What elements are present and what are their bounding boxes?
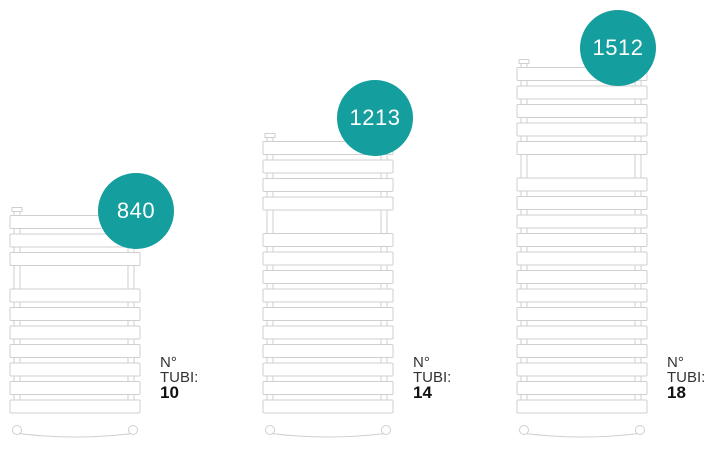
radiator-tube [516,122,648,137]
right-valve-icon [635,425,645,435]
radiator-tube [516,381,648,395]
radiator-tube [9,381,141,395]
tube-count-info: N° TUBI: 14 [413,354,452,402]
tube-label-line2: TUBI: [413,369,452,386]
radiator-tube [262,251,394,266]
floor-line [520,432,644,438]
radiator-drawing [262,133,394,438]
radiator-tube [262,325,394,340]
floor-line [13,432,137,438]
radiator-tube [262,381,394,395]
radiator-tube [516,288,648,303]
radiator-tube [516,270,648,284]
right-valve-icon [128,425,138,435]
radiator-tube [262,344,394,358]
radiator-tube [516,233,648,247]
tube-label-line1: N° [160,354,177,371]
radiator-tube [262,178,394,192]
height-label: 840 [116,198,156,223]
tube-count-info: N° TUBI: 10 [160,354,199,402]
height-label: 1512 [592,35,644,60]
radiator-tube [516,344,648,358]
tube-label-line1: N° [667,354,684,371]
floor-line [266,432,390,438]
top-cap [11,207,23,212]
top-cap [264,133,276,138]
tube-count-value: 18 [667,383,686,402]
radiator-tube [9,344,141,358]
radiator-tube [262,362,394,377]
right-valve-icon [381,425,391,435]
tube-count-value: 14 [413,383,432,402]
radiator-tube [9,288,141,303]
radiator-tube [262,288,394,303]
radiator-tube [516,325,648,340]
radiator-tube [9,307,141,321]
height-badge: 840 [98,173,174,249]
radiator-tube [9,252,141,266]
radiator-tube [516,307,648,321]
radiator-tube [262,159,394,174]
left-valve-icon [12,425,22,435]
model-840: 840 N° TUBI: 10 [0,0,240,473]
model-1213: 1213 N° TUBI: 14 [253,0,493,473]
radiator-tube [516,85,648,100]
radiator-tube [9,362,141,377]
left-valve-icon [519,425,529,435]
radiator-tube [262,307,394,321]
radiator-tube [516,177,648,192]
radiator-tube [516,399,648,414]
radiator-tube [516,196,648,210]
tube-label-line1: N° [413,354,430,371]
height-badge: 1213 [337,80,413,156]
radiator-tube [262,233,394,247]
radiator-drawing [9,207,141,438]
tube-label-line2: TUBI: [667,369,706,386]
radiator-tube [9,399,141,414]
radiator-tube [516,251,648,266]
radiator-tube [516,104,648,118]
radiator-tube [516,214,648,229]
height-badge: 1512 [580,10,656,86]
radiator-tube [262,270,394,284]
tube-count-info: N° TUBI: 18 [667,354,706,402]
top-cap [518,59,530,64]
radiator-tube [516,141,648,155]
radiator-tube [262,196,394,211]
model-1512: 1512 N° TUBI: 18 [507,0,720,473]
radiator-tube [9,325,141,340]
radiator-tube [516,362,648,377]
tube-count-value: 10 [160,383,179,402]
height-label: 1213 [349,105,401,130]
tube-label-line2: TUBI: [160,369,199,386]
radiator-tube [262,399,394,414]
left-valve-icon [265,425,275,435]
